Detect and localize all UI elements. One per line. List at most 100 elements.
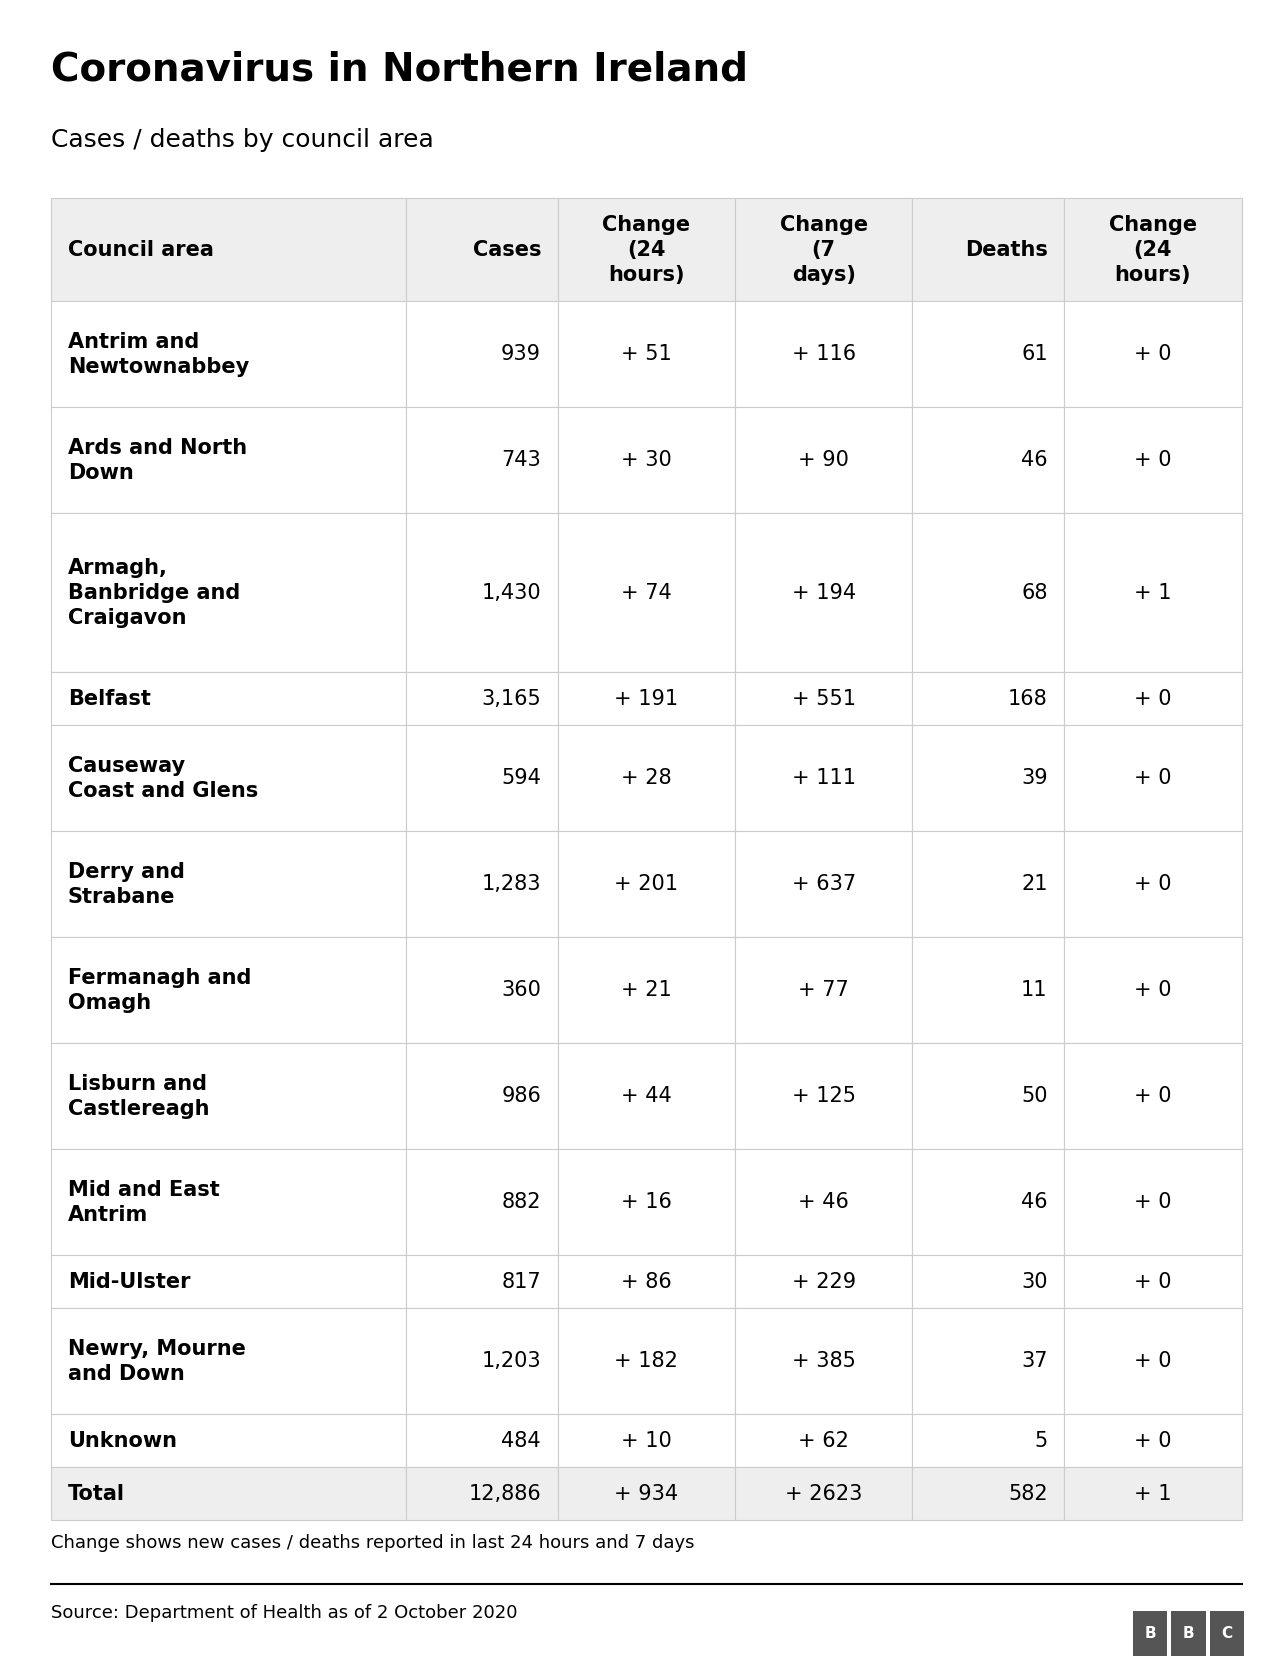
Bar (735, 672, 913, 726)
Text: Cases: Cases (472, 240, 541, 260)
Text: 46: 46 (1021, 450, 1047, 470)
Text: Causeway
Coast and Glens: Causeway Coast and Glens (68, 756, 259, 801)
Bar (1064, 1415, 1242, 1467)
Bar (735, 937, 913, 1043)
Bar (735, 1255, 913, 1309)
Bar (51, 1309, 406, 1415)
Text: Derry and
Strabane: Derry and Strabane (68, 862, 184, 907)
Bar (735, 1149, 913, 1255)
Text: 594: 594 (502, 768, 541, 788)
Text: + 182: + 182 (614, 1351, 678, 1371)
Bar (406, 1043, 558, 1149)
Bar (51, 1415, 406, 1467)
Bar (558, 514, 735, 672)
Bar (558, 832, 735, 937)
Text: 817: 817 (502, 1272, 541, 1292)
Text: Belfast: Belfast (68, 689, 151, 709)
Text: + 0: + 0 (1134, 1351, 1171, 1371)
Text: 3,165: 3,165 (481, 689, 541, 709)
Bar (1064, 1467, 1242, 1520)
Bar (558, 1255, 735, 1309)
Text: Council area: Council area (68, 240, 214, 260)
Bar (558, 301, 735, 407)
Text: 30: 30 (1021, 1272, 1047, 1292)
Text: + 551: + 551 (792, 689, 856, 709)
Bar (1064, 937, 1242, 1043)
Bar (1133, 1611, 1167, 1656)
Bar (406, 726, 558, 832)
Text: Change
(24
hours): Change (24 hours) (1108, 215, 1197, 284)
Bar (406, 514, 558, 672)
Text: + 86: + 86 (621, 1272, 672, 1292)
Text: 68: 68 (1021, 583, 1047, 603)
Bar (51, 407, 406, 514)
Text: + 0: + 0 (1134, 768, 1171, 788)
Text: Ards and North
Down: Ards and North Down (68, 438, 247, 482)
Bar (558, 407, 735, 514)
Bar (913, 301, 1064, 407)
Text: 12,886: 12,886 (468, 1483, 541, 1504)
Text: 882: 882 (502, 1193, 541, 1213)
Text: C: C (1221, 1626, 1233, 1641)
Bar (51, 1467, 406, 1520)
Text: + 0: + 0 (1134, 1087, 1171, 1107)
Text: 939: 939 (500, 344, 541, 365)
Bar (406, 1149, 558, 1255)
Bar (406, 832, 558, 937)
Text: + 191: + 191 (614, 689, 678, 709)
Text: 50: 50 (1021, 1087, 1047, 1107)
Bar (406, 1255, 558, 1309)
Bar (558, 937, 735, 1043)
Text: + 62: + 62 (799, 1431, 849, 1452)
Bar (406, 672, 558, 726)
Bar (51, 726, 406, 832)
Bar (1210, 1611, 1244, 1656)
Text: + 116: + 116 (791, 344, 856, 365)
Text: + 1: + 1 (1134, 583, 1171, 603)
Text: + 44: + 44 (621, 1087, 672, 1107)
Text: + 0: + 0 (1134, 344, 1171, 365)
Text: + 201: + 201 (614, 874, 678, 894)
Text: + 0: + 0 (1134, 689, 1171, 709)
Bar (913, 1467, 1064, 1520)
Text: + 28: + 28 (621, 768, 672, 788)
Bar (913, 407, 1064, 514)
Text: 582: 582 (1009, 1483, 1047, 1504)
Bar (913, 1255, 1064, 1309)
Bar (51, 198, 406, 301)
Bar (735, 514, 913, 672)
Text: Newry, Mourne
and Down: Newry, Mourne and Down (68, 1339, 246, 1384)
Text: Unknown: Unknown (68, 1431, 177, 1452)
Text: Lisburn and
Castlereagh: Lisburn and Castlereagh (68, 1074, 210, 1119)
Bar (1064, 1309, 1242, 1415)
Text: + 0: + 0 (1134, 1431, 1171, 1452)
Bar (913, 1415, 1064, 1467)
Bar (913, 832, 1064, 937)
Bar (51, 832, 406, 937)
Text: 986: 986 (502, 1087, 541, 1107)
Text: + 0: + 0 (1134, 981, 1171, 1000)
Bar (1064, 514, 1242, 672)
Bar (558, 1149, 735, 1255)
Bar (558, 198, 735, 301)
Bar (1064, 407, 1242, 514)
Bar (913, 1043, 1064, 1149)
Text: B: B (1144, 1626, 1156, 1641)
Text: + 125: + 125 (792, 1087, 856, 1107)
Text: + 90: + 90 (799, 450, 849, 470)
Text: 360: 360 (502, 981, 541, 1000)
Text: Total: Total (68, 1483, 125, 1504)
Bar (406, 1415, 558, 1467)
Text: 21: 21 (1021, 874, 1047, 894)
Bar (51, 672, 406, 726)
Bar (913, 514, 1064, 672)
Bar (406, 198, 558, 301)
Bar (1064, 726, 1242, 832)
Bar (558, 1415, 735, 1467)
Bar (913, 726, 1064, 832)
Text: Antrim and
Newtownabbey: Antrim and Newtownabbey (68, 333, 250, 376)
Bar (1171, 1611, 1206, 1656)
Bar (1064, 301, 1242, 407)
Bar (406, 1309, 558, 1415)
Bar (1064, 198, 1242, 301)
